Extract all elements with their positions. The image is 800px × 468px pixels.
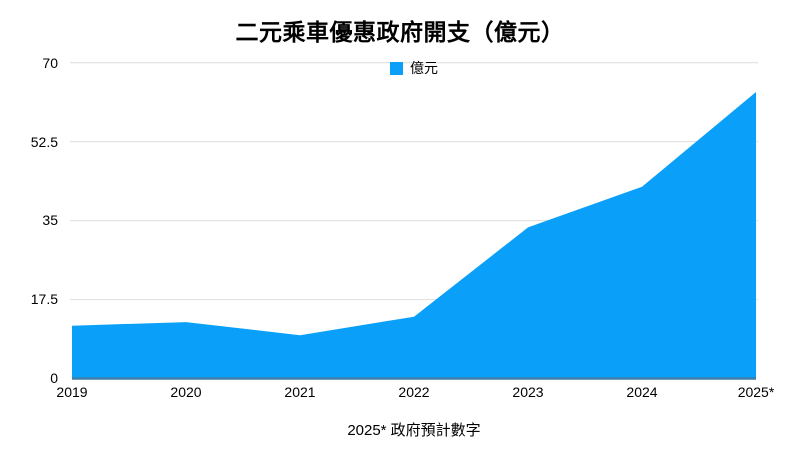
y-axis-label: 0 bbox=[50, 370, 58, 386]
x-axis-label: 2020 bbox=[170, 384, 202, 400]
x-axis-label: 2025* bbox=[737, 384, 775, 400]
legend-swatch-icon bbox=[390, 61, 403, 75]
y-axis-label: 17.5 bbox=[30, 291, 58, 307]
legend-label: 億元 bbox=[410, 60, 438, 76]
x-axis-label: 2023 bbox=[512, 384, 544, 400]
x-axis-label: 2019 bbox=[56, 384, 88, 400]
y-axis-label: 52.5 bbox=[30, 134, 58, 150]
x-axis-label: 2022 bbox=[398, 384, 430, 400]
x-axis-label: 2024 bbox=[626, 384, 658, 400]
x-axis-label: 2021 bbox=[284, 384, 316, 400]
chart-title: 二元乘車優惠政府開支（億元） bbox=[235, 19, 565, 45]
y-axis-label: 35 bbox=[42, 212, 58, 228]
footnote: 2025* 政府預計數字 bbox=[347, 422, 481, 439]
legend: 億元 bbox=[72, 61, 756, 75]
y-axis-label: 70 bbox=[42, 55, 58, 71]
